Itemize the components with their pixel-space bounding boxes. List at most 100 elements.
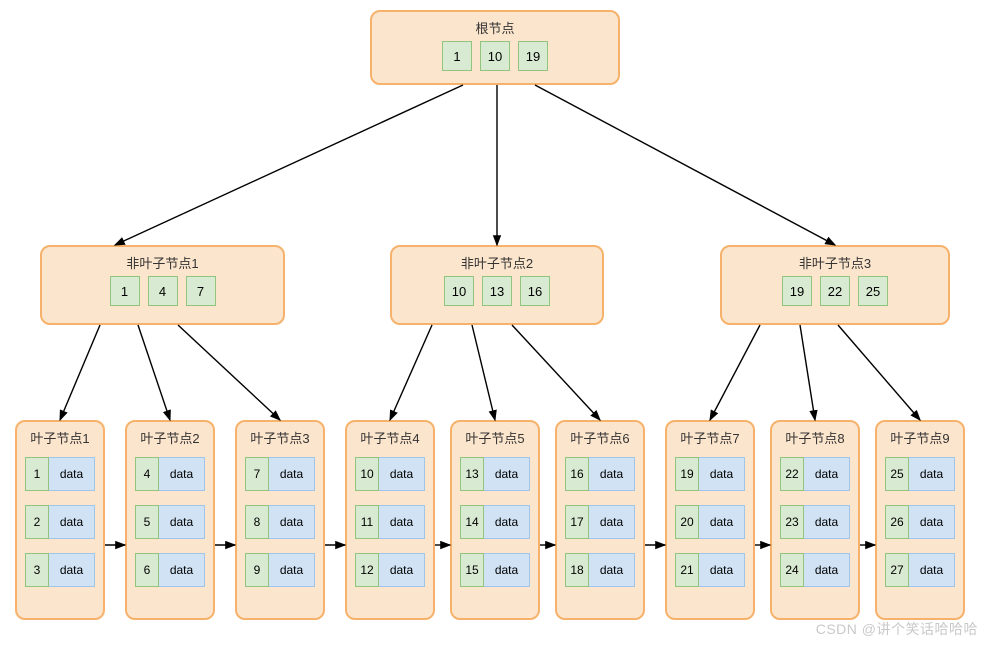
leaf-entry: 18data [565,553,635,587]
internal-key: 22 [820,276,850,306]
leaf-key: 18 [565,553,589,587]
leaf-key: 6 [135,553,159,587]
root-key: 1 [442,41,472,71]
leaf-entry: 4data [135,457,205,491]
leaf-value: data [699,505,745,539]
leaf-key: 8 [245,505,269,539]
leaf-entry: 11data [355,505,425,539]
leaf-title: 叶子节点9 [877,422,963,451]
root-title: 根节点 [372,12,618,41]
leaf-rows: 1data 2data 3data [17,451,103,597]
leaf-entry: 12data [355,553,425,587]
leaf-entry: 13data [460,457,530,491]
leaf-key: 4 [135,457,159,491]
leaf-key: 17 [565,505,589,539]
leaf-value: data [49,457,95,491]
internal-node-title: 非叶子节点3 [722,247,948,276]
leaf-value: data [589,553,635,587]
leaf-node: 叶子节点2 4data 5data 6data [125,420,215,620]
leaf-key: 19 [675,457,699,491]
leaf-entry: 26data [885,505,955,539]
leaf-entry: 10data [355,457,425,491]
leaf-node: 叶子节点5 13data 14data 15data [450,420,540,620]
leaf-key: 9 [245,553,269,587]
internal-key: 7 [186,276,216,306]
leaf-entry: 6data [135,553,205,587]
leaf-title: 叶子节点4 [347,422,433,451]
leaf-value: data [804,505,850,539]
root-node: 根节点 1 10 19 [370,10,620,85]
leaf-value: data [484,505,530,539]
leaf-value: data [589,505,635,539]
leaf-title: 叶子节点1 [17,422,103,451]
leaf-entry: 25data [885,457,955,491]
leaf-key: 3 [25,553,49,587]
leaf-value: data [269,505,315,539]
leaf-entry: 20data [675,505,745,539]
leaf-value: data [699,553,745,587]
leaf-value: data [159,553,205,587]
leaf-value: data [909,553,955,587]
leaf-title: 叶子节点2 [127,422,213,451]
leaf-entry: 8data [245,505,315,539]
leaf-entry: 1data [25,457,95,491]
leaf-rows: 4data 5data 6data [127,451,213,597]
leaf-key: 22 [780,457,804,491]
leaf-rows: 22data 23data 24data [772,451,858,597]
root-key: 19 [518,41,548,71]
internal-key: 25 [858,276,888,306]
internal-node-3: 非叶子节点3 19 22 25 [720,245,950,325]
leaf-key: 1 [25,457,49,491]
leaf-entry: 2data [25,505,95,539]
internal-key: 4 [148,276,178,306]
leaf-entry: 16data [565,457,635,491]
leaf-entry: 21data [675,553,745,587]
internal-keys-row: 19 22 25 [722,276,948,314]
leaf-node: 叶子节点7 19data 20data 21data [665,420,755,620]
leaf-rows: 13data 14data 15data [452,451,538,597]
leaf-entry: 9data [245,553,315,587]
leaf-key: 25 [885,457,909,491]
leaf-key: 15 [460,553,484,587]
internal-keys-row: 1 4 7 [42,276,283,314]
leaf-value: data [379,505,425,539]
leaf-value: data [909,457,955,491]
leaf-title: 叶子节点8 [772,422,858,451]
leaf-key: 23 [780,505,804,539]
leaf-key: 20 [675,505,699,539]
leaf-title: 叶子节点6 [557,422,643,451]
leaf-entry: 22data [780,457,850,491]
leaf-node: 叶子节点1 1data 2data 3data [15,420,105,620]
leaf-entry: 17data [565,505,635,539]
leaf-entry: 7data [245,457,315,491]
leaf-value: data [159,505,205,539]
leaf-value: data [804,553,850,587]
leaf-entry: 15data [460,553,530,587]
leaf-value: data [379,457,425,491]
internal-node-1: 非叶子节点1 1 4 7 [40,245,285,325]
leaf-title: 叶子节点3 [237,422,323,451]
leaf-key: 24 [780,553,804,587]
leaf-entry: 23data [780,505,850,539]
leaf-value: data [49,553,95,587]
leaf-key: 12 [355,553,379,587]
leaf-key: 26 [885,505,909,539]
leaf-key: 16 [565,457,589,491]
leaf-value: data [159,457,205,491]
internal-key: 13 [482,276,512,306]
watermark: CSDN @讲个笑话哈哈哈 [816,619,978,639]
leaf-key: 7 [245,457,269,491]
internal-key: 19 [782,276,812,306]
leaf-value: data [484,457,530,491]
leaf-value: data [269,457,315,491]
leaf-key: 27 [885,553,909,587]
leaf-entry: 27data [885,553,955,587]
internal-node-2: 非叶子节点2 10 13 16 [390,245,604,325]
internal-node-title: 非叶子节点2 [392,247,602,276]
leaf-value: data [804,457,850,491]
leaf-node: 叶子节点6 16data 17data 18data [555,420,645,620]
leaf-title: 叶子节点5 [452,422,538,451]
leaf-value: data [699,457,745,491]
root-keys-row: 1 10 19 [372,41,618,79]
leaf-key: 10 [355,457,379,491]
